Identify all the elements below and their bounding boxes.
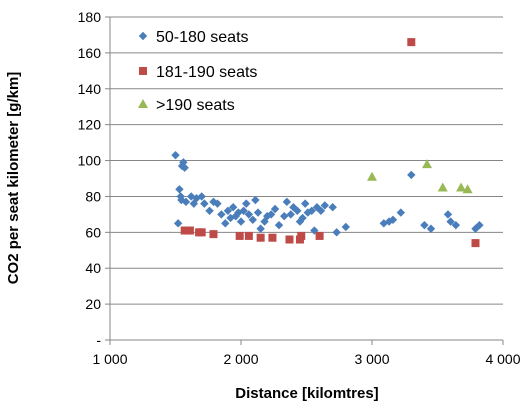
data-point-diamond bbox=[189, 199, 199, 208]
data-point-square bbox=[315, 231, 324, 240]
data-point-diamond bbox=[253, 208, 263, 217]
data-point-diamond bbox=[171, 150, 180, 160]
x-tick-label: 3 000 bbox=[354, 351, 389, 367]
data-point-diamond bbox=[266, 210, 276, 219]
y-tick-label: 20 bbox=[85, 296, 101, 312]
data-point-square bbox=[209, 230, 218, 239]
legend-label: 50-180 seats bbox=[156, 29, 249, 46]
data-point-square bbox=[285, 235, 294, 244]
y-axis-title: CO2 per seat kilometer [g/km] bbox=[5, 72, 22, 285]
data-point-diamond bbox=[221, 219, 230, 228]
data-point-diamond bbox=[420, 220, 429, 230]
data-point-square bbox=[197, 228, 206, 237]
x-tick-label: 4 000 bbox=[485, 351, 520, 367]
data-point-square bbox=[297, 231, 306, 240]
legend-marker-triangle bbox=[138, 99, 148, 108]
y-tick-label: 160 bbox=[78, 45, 102, 61]
y-tick-label: 60 bbox=[85, 224, 101, 240]
data-point-diamond bbox=[341, 222, 350, 232]
data-point-diamond bbox=[443, 210, 453, 219]
data-point-diamond bbox=[242, 199, 251, 208]
y-tick-label: 180 bbox=[78, 9, 102, 25]
legend-label: >190 seats bbox=[156, 97, 235, 114]
data-point-diamond bbox=[320, 201, 330, 210]
data-point-diamond bbox=[217, 210, 226, 219]
data-point-diamond bbox=[251, 195, 260, 205]
data-point-diamond bbox=[248, 215, 257, 224]
data-point-diamond bbox=[200, 199, 209, 208]
data-point-square bbox=[256, 233, 265, 242]
tick-labels: - 20 40 60 80 100 120 140 160 180 1 000 2 000 3 000 4… bbox=[78, 9, 521, 367]
y-tick-label: 80 bbox=[85, 188, 101, 204]
legend-label: 181-190 seats bbox=[156, 64, 257, 81]
data-point-triangle bbox=[462, 184, 473, 194]
data-point-square bbox=[185, 226, 194, 235]
axes bbox=[105, 16, 504, 345]
data-point-diamond bbox=[173, 219, 183, 228]
data-point-diamond bbox=[286, 210, 295, 219]
legend-marker-diamond bbox=[138, 31, 148, 41]
data-points bbox=[171, 38, 484, 248]
data-point-triangle bbox=[456, 182, 467, 192]
y-tick-label: 100 bbox=[78, 153, 102, 169]
data-point-triangle bbox=[422, 159, 433, 169]
data-point-square bbox=[268, 233, 277, 242]
legend-marker-square bbox=[139, 67, 147, 75]
data-point-diamond bbox=[388, 215, 398, 224]
data-point-triangle bbox=[437, 182, 448, 192]
data-point-square bbox=[407, 38, 416, 47]
data-point-diamond bbox=[446, 217, 455, 226]
data-point-diamond bbox=[471, 224, 480, 233]
data-point-diamond bbox=[332, 228, 341, 237]
data-point-diamond bbox=[236, 217, 246, 226]
data-point-diamond bbox=[239, 206, 248, 215]
data-point-diamond bbox=[407, 170, 416, 180]
data-point-diamond bbox=[244, 210, 254, 219]
data-point-diamond bbox=[197, 192, 206, 201]
data-point-diamond bbox=[181, 197, 191, 207]
data-point-square bbox=[180, 226, 189, 235]
data-point-diamond bbox=[256, 224, 265, 233]
legend: 50-180 seats 181-190 seats >190 seats bbox=[138, 29, 257, 114]
data-point-square bbox=[244, 231, 253, 240]
y-tick-label: 140 bbox=[78, 81, 102, 97]
data-point-diamond bbox=[270, 204, 280, 214]
data-point-diamond bbox=[475, 220, 484, 230]
data-point-diamond bbox=[328, 203, 337, 212]
y-tick-label: - bbox=[96, 332, 101, 348]
data-point-diamond bbox=[293, 206, 302, 215]
data-point-diamond bbox=[205, 206, 214, 215]
data-point-diamond bbox=[180, 163, 189, 172]
x-tick-label: 1 000 bbox=[92, 351, 127, 367]
data-point-diamond bbox=[307, 206, 316, 215]
data-point-diamond bbox=[316, 206, 326, 215]
data-point-triangle bbox=[367, 171, 377, 181]
x-tick-label: 2 000 bbox=[223, 351, 258, 367]
data-point-diamond bbox=[228, 203, 238, 212]
gridlines bbox=[110, 16, 503, 305]
data-point-diamond bbox=[280, 211, 289, 221]
data-point-diamond bbox=[175, 185, 184, 194]
data-point-square bbox=[235, 231, 244, 240]
data-point-diamond bbox=[213, 199, 222, 208]
x-axis-title: Distance [kilomtres] bbox=[235, 385, 378, 402]
data-point-diamond bbox=[282, 197, 292, 207]
data-point-square bbox=[471, 239, 480, 248]
y-tick-label: 40 bbox=[85, 260, 101, 276]
data-point-diamond bbox=[274, 220, 284, 230]
data-point-diamond bbox=[300, 199, 310, 208]
y-tick-label: 120 bbox=[78, 117, 102, 133]
data-point-diamond bbox=[223, 206, 233, 215]
data-point-diamond bbox=[451, 220, 461, 230]
data-point-diamond bbox=[396, 208, 406, 217]
data-point-diamond bbox=[426, 224, 436, 233]
data-point-diamond bbox=[298, 213, 307, 223]
